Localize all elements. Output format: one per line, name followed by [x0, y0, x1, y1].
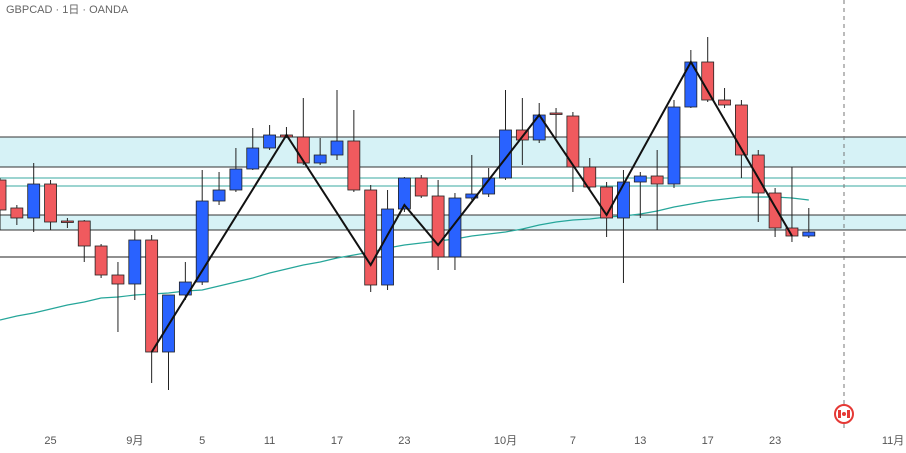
candle-body [431, 195, 445, 258]
x-tick-label: 11月 [882, 435, 904, 447]
chart-title: GBPCAD · 1日 · OANDA [6, 4, 129, 16]
zigzag [150, 59, 793, 353]
candle-body [617, 181, 630, 219]
candle-body [178, 281, 192, 296]
candle-body [566, 115, 580, 168]
candle-body [465, 193, 479, 199]
candle-body [751, 154, 765, 194]
candle-body [94, 245, 108, 276]
candle-body [128, 239, 142, 285]
candle-body [718, 99, 731, 106]
x-tick-label: 7 [570, 435, 576, 447]
candle-body [515, 129, 529, 141]
zone [0, 137, 906, 167]
candle-body [61, 220, 74, 223]
x-tick-label: 9月 [126, 435, 143, 447]
candle-body [229, 168, 243, 191]
candle-body [532, 114, 546, 141]
candle-body [802, 231, 816, 237]
x-tick-label: 25 [44, 435, 56, 447]
candle-body [583, 166, 597, 188]
candle-body [246, 147, 260, 170]
candle-body [414, 177, 428, 197]
plot [0, 37, 906, 390]
candle-body [145, 239, 159, 353]
candle-body [313, 154, 327, 164]
candle-body [549, 112, 563, 115]
candle-body [44, 183, 57, 223]
x-tick-label: 17 [331, 435, 343, 447]
x-tick-label: 5 [199, 435, 205, 447]
x-tick-label: 13 [634, 435, 646, 447]
candle-body [111, 274, 125, 285]
candle-body [10, 207, 24, 219]
candle-body [482, 177, 496, 195]
candle-body [701, 61, 715, 101]
candle-body [347, 140, 361, 191]
candle-body [77, 220, 91, 247]
flag-icon [834, 404, 854, 424]
candle-body [364, 189, 378, 286]
candle-body [650, 175, 664, 185]
candle-body [330, 140, 344, 156]
candle-body [499, 129, 512, 179]
candle-body [633, 175, 647, 183]
candle-body [667, 106, 681, 185]
candle-body [381, 208, 394, 286]
x-tick-label: 11 [264, 435, 275, 447]
x-tick-label: 17 [702, 435, 714, 447]
candle-body [195, 200, 209, 283]
x-tick-label: 10月 [494, 435, 517, 447]
candle-body [448, 197, 462, 258]
x-tick-label: 23 [769, 435, 781, 447]
candle-body [27, 183, 41, 219]
candle-body [0, 179, 7, 211]
candle-body [263, 134, 277, 149]
candle-body [212, 189, 226, 202]
x-tick-label: 23 [398, 435, 410, 447]
candle-body [397, 177, 411, 210]
